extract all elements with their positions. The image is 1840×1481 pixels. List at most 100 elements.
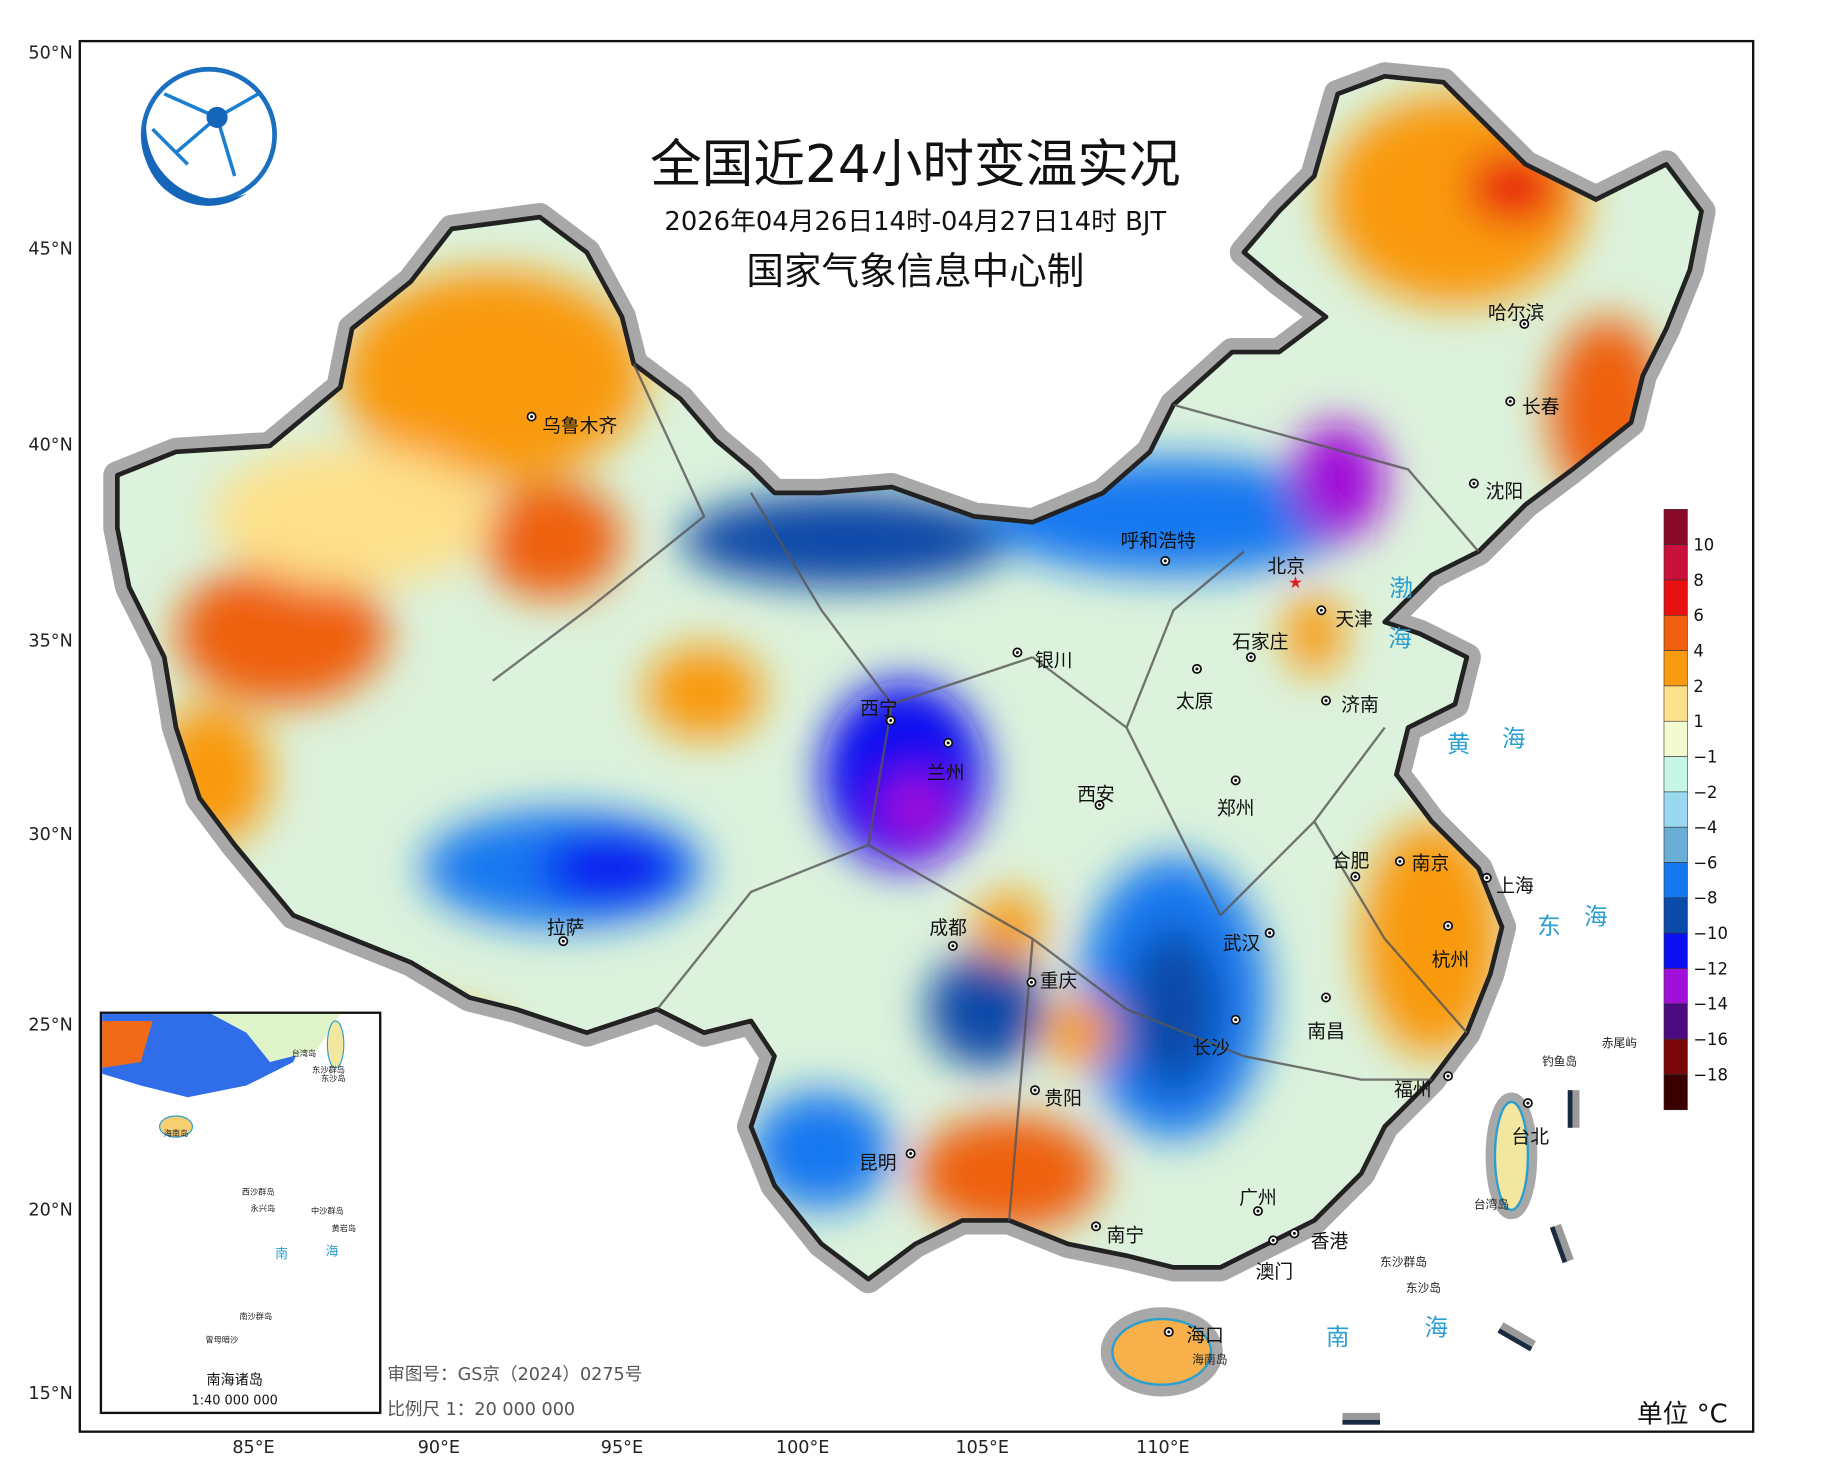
city-marker: 长沙 — [1192, 1014, 1241, 1059]
longitude-label: 90°E — [418, 1438, 460, 1458]
province-border — [1173, 403, 1480, 553]
latitude-label: 40°N — [28, 436, 72, 456]
city-marker: 天津 — [1316, 605, 1373, 631]
legend-label: −18 — [1693, 1065, 1728, 1084]
taiwan-island — [1493, 1100, 1530, 1212]
city-marker: 呼和浩特 — [1121, 530, 1196, 566]
city-label: 杭州 — [1432, 949, 1470, 971]
inset-title: 南海诸岛 — [207, 1373, 263, 1389]
city-marker: 兰州 — [927, 737, 965, 784]
city-label: 上海 — [1496, 875, 1534, 897]
city-marker: 哈尔滨 — [1488, 302, 1544, 329]
city-marker: 拉萨 — [547, 917, 585, 947]
inset-label: 海 — [326, 1245, 339, 1260]
city-label: 重庆 — [1040, 970, 1078, 992]
city-label: 南昌 — [1307, 1020, 1345, 1042]
city-label: 石家庄 — [1232, 631, 1288, 653]
island-label: 东沙岛 — [1406, 1281, 1441, 1295]
latitude-label: 50°N — [28, 44, 72, 64]
legend-label: −4 — [1693, 818, 1717, 837]
inset-label: 海南岛 — [164, 1128, 189, 1138]
city-marker: 香港 — [1289, 1228, 1349, 1252]
city-marker: 武汉 — [1223, 927, 1275, 954]
city-label: 海口 — [1186, 1324, 1224, 1346]
city-marker: 台北 — [1511, 1098, 1549, 1148]
legend-label: −10 — [1693, 924, 1728, 943]
sea-label: 海 — [1425, 1313, 1448, 1341]
sea-label: 南 — [1326, 1323, 1349, 1351]
legend-swatch — [1663, 1003, 1688, 1040]
city-label: 南宁 — [1107, 1225, 1145, 1247]
city-marker: 沈阳 — [1468, 478, 1524, 503]
latitude-label: 20°N — [28, 1201, 72, 1221]
legend-label: 1 — [1693, 712, 1703, 731]
inset-label: 西沙群岛 — [242, 1187, 275, 1197]
latitude-label: 35°N — [28, 632, 72, 652]
temperature-region — [481, 481, 622, 599]
city-marker: 济南 — [1321, 694, 1379, 716]
sea-label: 渤 — [1389, 574, 1412, 602]
temperature-region — [680, 492, 1010, 587]
inset-label: 曾母暗沙 — [205, 1334, 238, 1344]
producer: 国家气象信息中心制 — [746, 249, 1084, 293]
legend-label: −16 — [1693, 1030, 1728, 1049]
island-label: 海南岛 — [1192, 1353, 1227, 1367]
city-label: 太原 — [1176, 691, 1214, 713]
unit-label: 单位 °C — [1637, 1399, 1728, 1429]
nine-dash-line — [1342, 1090, 1580, 1425]
legend-label: −6 — [1693, 853, 1717, 872]
city-marker: ★北京 — [1267, 556, 1305, 592]
inset-label: 永兴岛 — [251, 1203, 276, 1213]
city-label: 拉萨 — [547, 917, 585, 939]
map-scale: 比例尺 1：20 000 000 — [387, 1400, 575, 1420]
latitude-label: 15°N — [28, 1384, 72, 1404]
temperature-region — [1044, 997, 1115, 1068]
city-label: 台北 — [1511, 1126, 1549, 1148]
longitude-label: 105°E — [955, 1438, 1009, 1458]
longitude-label: 100°E — [776, 1438, 830, 1458]
city-label: 北京 — [1267, 556, 1305, 578]
temperature-region — [880, 774, 951, 845]
legend-swatch — [1663, 720, 1688, 757]
legend-label: −14 — [1693, 995, 1728, 1014]
city-label: 沈阳 — [1486, 481, 1524, 503]
city-marker: 南京 — [1394, 853, 1450, 875]
city-marker: 澳门 — [1256, 1235, 1293, 1283]
city-label: 南京 — [1412, 853, 1450, 875]
legend-label: 2 — [1693, 677, 1703, 696]
map-review-number: 审图号：GS京（2024）0275号 — [387, 1365, 642, 1385]
temperature-region — [915, 1114, 1104, 1233]
temperature-region — [340, 269, 646, 482]
temperature-region — [1126, 927, 1221, 1092]
province-border — [1243, 1055, 1432, 1081]
city-label: 昆明 — [859, 1153, 897, 1174]
legend-swatch — [1663, 1038, 1688, 1075]
city-label: 长沙 — [1192, 1037, 1230, 1059]
temperature-region — [211, 445, 493, 587]
city-marker: 石家庄 — [1232, 631, 1288, 663]
legend-swatch — [1663, 897, 1688, 934]
legend-swatch — [1663, 756, 1688, 793]
island-label: 东沙群岛 — [1380, 1255, 1427, 1269]
province-border — [750, 492, 1034, 706]
island-label: 赤尾屿 — [1602, 1036, 1637, 1050]
city-label: 广州 — [1239, 1187, 1277, 1209]
temperature-region — [176, 563, 388, 705]
legend-swatch — [1663, 968, 1688, 1005]
legend-swatch — [1663, 862, 1688, 899]
temperature-region — [1290, 422, 1385, 540]
legend-swatch — [1663, 1074, 1688, 1111]
city-marker: 长春 — [1505, 396, 1560, 418]
temperature-region — [973, 891, 1045, 963]
longitude-label: 95°E — [601, 1438, 643, 1458]
legend-label: 6 — [1693, 606, 1703, 625]
city-marker: 南昌 — [1307, 992, 1345, 1042]
city-label: 长春 — [1522, 396, 1560, 418]
temperature-region — [751, 1091, 892, 1209]
legend-swatch — [1663, 544, 1688, 581]
temperature-region — [1284, 592, 1344, 675]
city-label: 天津 — [1335, 609, 1373, 631]
latitude-label: 45°N — [28, 240, 72, 260]
city-marker: 乌鲁木齐 — [526, 411, 617, 437]
